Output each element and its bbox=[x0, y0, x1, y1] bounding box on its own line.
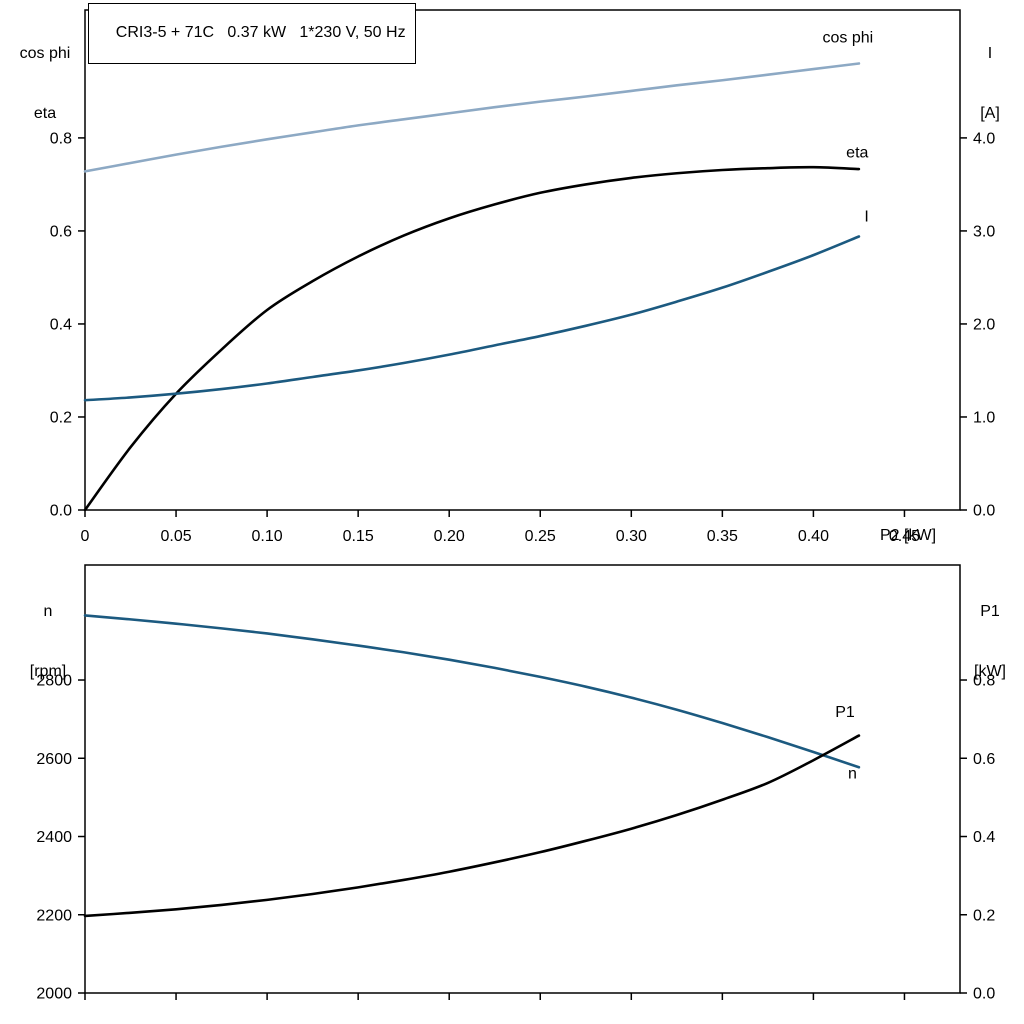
left-axis-tick-label: 0.2 bbox=[50, 410, 72, 427]
x-axis-tick-label: 0.25 bbox=[525, 528, 556, 545]
axis-label-p1-unit: [kW] bbox=[974, 663, 1006, 680]
right-axis-tick-label: 0.0 bbox=[973, 986, 995, 1003]
x-axis-tick-label: 0.45 bbox=[889, 528, 920, 545]
right-axis-tick-label: 0.8 bbox=[973, 673, 995, 690]
axis-label-current-unit: [A] bbox=[980, 105, 1000, 122]
series-n-label: n bbox=[848, 766, 857, 783]
right-axis-tick-label: 0.2 bbox=[973, 907, 995, 924]
series-I-curve bbox=[83, 235, 861, 402]
axis-label-bottom-right: P1 [kW] bbox=[960, 562, 1020, 722]
x-axis-tick-label: 0 bbox=[81, 528, 90, 545]
axis-label-current: I bbox=[987, 45, 993, 62]
series-eta-label: eta bbox=[846, 144, 868, 161]
x-axis-tick-label: 0.40 bbox=[798, 528, 829, 545]
left-axis-tick-label: 2400 bbox=[36, 829, 72, 846]
left-axis-tick-label: 2800 bbox=[36, 673, 72, 690]
left-axis-tick-label: 0.8 bbox=[50, 131, 72, 148]
axis-label-bottom-left: n [rpm] bbox=[12, 562, 84, 722]
x-axis-tick-label: 0.10 bbox=[252, 528, 283, 545]
right-axis-tick-label: 3.0 bbox=[973, 224, 995, 241]
x-axis-tick-label: 0.05 bbox=[160, 528, 191, 545]
series-P1-label: P1 bbox=[835, 704, 855, 721]
left-axis-tick-label: 2000 bbox=[36, 986, 72, 1003]
series-n-curve bbox=[83, 614, 861, 769]
left-axis-tick-label: 2200 bbox=[36, 907, 72, 924]
x-axis-tick-label: 0.15 bbox=[343, 528, 374, 545]
right-axis-tick-label: 1.0 bbox=[973, 410, 995, 427]
series-cos-phi-label: cos phi bbox=[823, 30, 874, 47]
x-axis-title: P2 [kW] bbox=[880, 527, 937, 544]
left-axis-tick-label: 0.0 bbox=[50, 503, 72, 520]
series-cos-phi-curve bbox=[83, 62, 861, 173]
series-eta-curve bbox=[83, 165, 861, 512]
right-axis-tick-label: 0.0 bbox=[973, 503, 995, 520]
series-I-label: I bbox=[864, 209, 868, 226]
right-axis-tick-label: 0.6 bbox=[973, 751, 995, 768]
left-axis-tick-label: 0.4 bbox=[50, 317, 72, 334]
axis-label-top-left: cos phi eta bbox=[2, 4, 88, 164]
left-axis-tick-label: 2600 bbox=[36, 751, 72, 768]
right-axis-tick-label: 0.4 bbox=[973, 829, 995, 846]
x-axis-tick-label: 0.20 bbox=[434, 528, 465, 545]
series-P1-curve bbox=[83, 734, 861, 918]
axis-label-eta: eta bbox=[33, 105, 57, 122]
plot-frame bbox=[84, 564, 961, 994]
axis-label-p1: P1 bbox=[980, 603, 1000, 620]
chart-title-box: CRI3-5 + 71C 0.37 kW 1*230 V, 50 Hz bbox=[88, 3, 416, 64]
axis-label-cosphi: cos phi bbox=[19, 45, 71, 62]
chart-title: CRI3-5 + 71C 0.37 kW 1*230 V, 50 Hz bbox=[115, 24, 406, 41]
right-axis-tick-label: 2.0 bbox=[973, 317, 995, 334]
left-axis-tick-label: 0.6 bbox=[50, 224, 72, 241]
x-axis-tick-label: 0.35 bbox=[707, 528, 738, 545]
right-axis-tick-label: 4.0 bbox=[973, 131, 995, 148]
axis-label-top-right: I [A] bbox=[960, 4, 1020, 164]
x-axis-tick-label: 0.30 bbox=[616, 528, 647, 545]
axis-label-speed-unit: [rpm] bbox=[29, 663, 67, 680]
plot-frame bbox=[84, 9, 961, 511]
axis-label-speed: n bbox=[43, 603, 53, 620]
